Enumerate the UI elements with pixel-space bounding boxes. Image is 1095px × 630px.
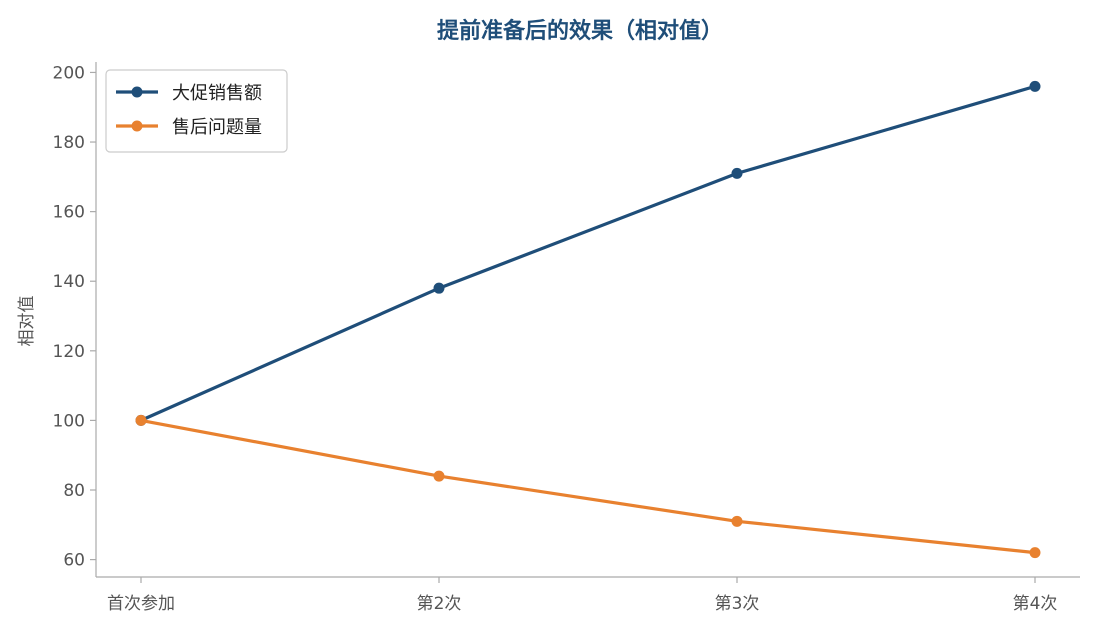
axes: 60 80 100 120 140 160 180 200 首次参加 第2次 第3次 第4次 [53, 62, 1080, 614]
data-point [433, 470, 445, 482]
y-tick-label: 120 [53, 342, 85, 362]
legend-swatch-marker [131, 120, 143, 132]
legend-swatch-marker [131, 86, 143, 98]
chart-title: 提前准备后的效果（相对值） [437, 18, 723, 44]
y-tick-label: 80 [63, 481, 85, 501]
data-point [1029, 547, 1041, 559]
y-tick-label: 200 [53, 63, 85, 83]
y-tick-label: 60 [63, 551, 85, 571]
legend-label: 售后问题量 [172, 117, 262, 138]
x-tick-label: 第2次 [417, 594, 462, 614]
series-lines [135, 80, 1041, 559]
y-tick-label: 160 [53, 203, 85, 223]
y-axis-label: 相对值 [17, 296, 37, 347]
x-tick-label: 第3次 [715, 594, 760, 614]
y-tick-label: 140 [53, 272, 85, 292]
y-tick-label: 100 [53, 411, 85, 431]
series-2 [135, 414, 1041, 559]
data-point [731, 167, 743, 179]
data-point [433, 282, 445, 294]
y-tick-label: 180 [53, 133, 85, 153]
series-line [139, 418, 1037, 555]
data-point [731, 515, 743, 527]
data-point [135, 414, 147, 426]
series-line [139, 84, 1037, 422]
x-tick-label: 第4次 [1013, 594, 1058, 614]
x-tick-label: 首次参加 [107, 594, 175, 614]
legend-label: 大促销售额 [172, 83, 262, 104]
data-point [1029, 80, 1041, 92]
